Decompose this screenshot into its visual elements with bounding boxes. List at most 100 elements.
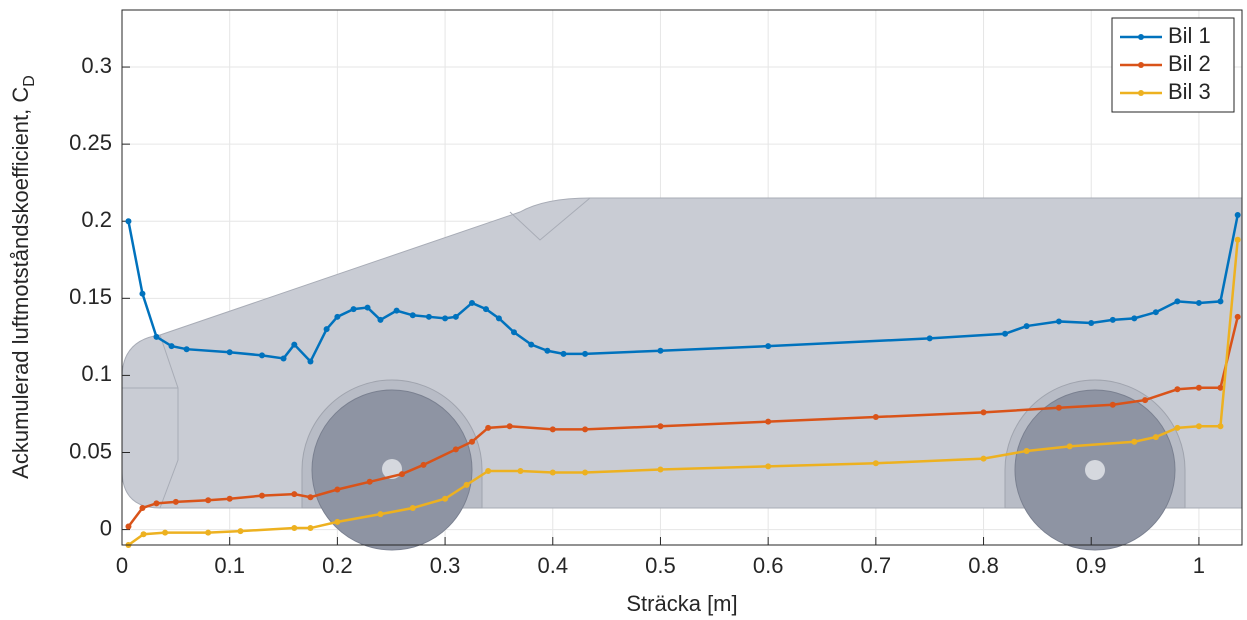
point (1109, 401, 1116, 408)
y-tick-label: 0.05 (69, 438, 112, 463)
point (485, 424, 492, 431)
point (291, 341, 298, 348)
point (125, 523, 132, 530)
y-tick-label: 0.3 (81, 53, 112, 78)
point (425, 313, 432, 320)
point (364, 304, 371, 311)
point (307, 494, 314, 501)
car-image (121, 197, 1243, 551)
point (377, 511, 384, 518)
point (765, 463, 772, 470)
point (544, 347, 551, 354)
point (307, 525, 314, 532)
point (495, 315, 502, 322)
point (139, 504, 146, 511)
point (323, 326, 330, 333)
x-tick-label: 0.6 (753, 553, 784, 578)
point (657, 423, 664, 430)
point (1002, 330, 1009, 337)
point (1195, 384, 1202, 391)
point (350, 306, 357, 313)
plot (121, 66, 1241, 548)
point (291, 491, 298, 498)
point (560, 350, 567, 357)
point (442, 495, 449, 502)
point (657, 466, 664, 473)
point (1066, 443, 1073, 450)
x-tick-label: 0 (116, 553, 128, 578)
y-label-main: Ackumulerad luftmotståndskoefficient, C (8, 87, 33, 479)
y-axis-label: Ackumulerad luftmotståndskoefficient, CD (8, 75, 38, 479)
legend-marker (1138, 34, 1144, 40)
series-line (127, 214, 1239, 364)
point (872, 460, 879, 467)
point (377, 316, 384, 323)
point (1142, 397, 1149, 404)
point (872, 414, 879, 421)
point (409, 504, 416, 511)
x-tick-label: 0.9 (1076, 553, 1107, 578)
x-tick-label: 0.1 (214, 553, 245, 578)
point (980, 409, 987, 416)
point (765, 343, 772, 350)
point (280, 355, 287, 362)
point (1217, 384, 1224, 391)
point (237, 528, 244, 535)
point (1234, 313, 1241, 320)
x-tick-label: 0.7 (861, 553, 892, 578)
point (926, 335, 933, 342)
point (1195, 299, 1202, 306)
point (140, 531, 147, 538)
point (1234, 212, 1241, 219)
point (139, 290, 146, 297)
point (393, 307, 400, 314)
point (485, 467, 492, 474)
x-axis-label: Sträcka [m] (626, 591, 737, 616)
x-tick-label: 0.4 (537, 553, 568, 578)
point (582, 469, 589, 476)
point (657, 347, 664, 354)
point (483, 306, 489, 313)
point (1055, 404, 1062, 411)
point (205, 497, 212, 504)
series-line (127, 239, 1239, 547)
point (469, 438, 475, 445)
series-line (127, 316, 1239, 528)
point (1217, 298, 1224, 305)
point (399, 471, 405, 478)
legend-label: Bil 1 (1168, 23, 1211, 48)
point (366, 478, 373, 485)
point (291, 525, 298, 532)
point (226, 349, 233, 356)
y-tick-label: 0.25 (69, 130, 112, 155)
axes-box (121, 9, 1243, 546)
x-tick-label: 1 (1193, 553, 1205, 578)
point (980, 455, 987, 462)
point (334, 313, 341, 320)
y-tick-label: 0.2 (81, 207, 112, 232)
point (517, 467, 524, 474)
y-tick-label: 0.1 (81, 361, 112, 386)
point (153, 500, 160, 507)
point (528, 341, 535, 348)
legend-marker (1138, 90, 1144, 96)
hub (1085, 460, 1105, 480)
y-tick-label: 0 (100, 515, 112, 540)
point (765, 418, 772, 425)
point (409, 312, 416, 319)
point (1152, 434, 1159, 441)
point (162, 529, 169, 536)
point (452, 313, 459, 320)
point (1131, 438, 1138, 445)
point (420, 461, 427, 468)
point (1109, 316, 1116, 323)
point (205, 529, 212, 536)
point (1023, 323, 1030, 330)
point (183, 346, 190, 353)
x-tick-label: 0.8 (968, 553, 999, 578)
point (549, 426, 556, 433)
point (469, 299, 475, 306)
legend-marker (1138, 62, 1144, 68)
point (549, 469, 556, 476)
